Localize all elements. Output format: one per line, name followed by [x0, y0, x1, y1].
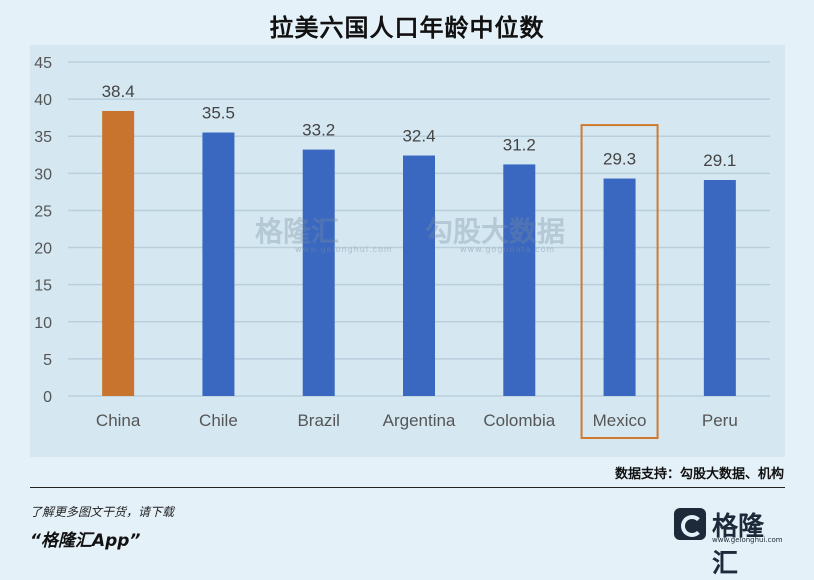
- promo-line1: 了解更多图文干货，请下载: [30, 505, 175, 519]
- logo-url: www.gelonghui.com: [712, 536, 783, 544]
- data-label: 35.5: [202, 104, 235, 123]
- x-tick-label: Colombia: [483, 411, 555, 430]
- watermark-right: 勾股大数据: [425, 215, 566, 248]
- bar: [503, 164, 536, 396]
- bar: [302, 149, 335, 396]
- x-tick-label: Chile: [199, 411, 238, 430]
- watermark-right-url: www.gogudata.com: [460, 245, 556, 254]
- y-tick-label: 10: [34, 315, 52, 332]
- y-tick-label: 15: [34, 278, 52, 295]
- bar-chart: 0 5 10 15 20 25 30 35 40 45 38.4 China 35.5 Chile 33.2…: [34, 55, 770, 439]
- x-tick-label: Peru: [702, 411, 738, 430]
- y-tick-label: 20: [34, 241, 52, 258]
- data-label: 38.4: [102, 82, 135, 101]
- logo-icon: [674, 508, 706, 540]
- bar: [703, 180, 736, 396]
- y-tick-label: 35: [34, 129, 52, 146]
- y-tick-label: 30: [34, 166, 52, 183]
- watermark-left: 格隆汇: [255, 215, 340, 248]
- bar: [202, 132, 235, 396]
- x-tick-label: China: [96, 411, 141, 430]
- chart-title: 拉美六国人口年龄中位数: [269, 14, 545, 42]
- watermark-left-url: www.gelonghui.com: [295, 245, 393, 254]
- data-label: 32.4: [402, 127, 435, 146]
- data-source: 数据支持：勾股大数据、机构: [614, 467, 784, 482]
- y-tick-label: 40: [34, 92, 52, 109]
- y-tick-label: 25: [34, 203, 52, 220]
- y-tick-label: 5: [43, 352, 52, 369]
- bar: [403, 155, 435, 396]
- data-label: 29.3: [603, 150, 636, 169]
- bar: [102, 110, 135, 396]
- x-tick-label: Brazil: [297, 411, 340, 430]
- plot-area: 0 5 10 15 20 25 30 35 40 45 38.4 China 35.5 Chile 33.2…: [30, 45, 785, 457]
- y-tick-label: 45: [34, 55, 52, 72]
- divider: [30, 487, 785, 488]
- x-tick-label: Argentina: [383, 411, 456, 430]
- y-tick-label: 0: [43, 389, 52, 406]
- x-tick-label: Mexico: [593, 411, 647, 430]
- data-label: 29.1: [703, 151, 736, 170]
- promo-line2: “格隆汇App”: [30, 531, 141, 551]
- highlight-box: [580, 124, 659, 439]
- data-label: 31.2: [503, 135, 536, 154]
- data-label: 33.2: [302, 121, 335, 140]
- brand-logo: 格隆汇 www.gelonghui.com: [674, 506, 784, 579]
- bar: [603, 178, 636, 396]
